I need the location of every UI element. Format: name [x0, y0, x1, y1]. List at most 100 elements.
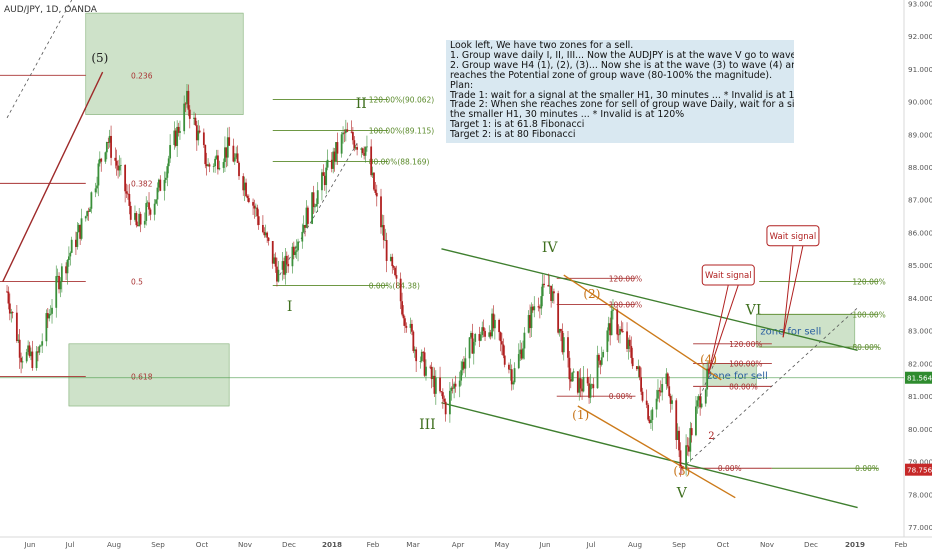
candle-body	[177, 126, 180, 133]
candle-body	[187, 90, 190, 110]
candle-body	[128, 193, 131, 206]
candle-body	[548, 285, 551, 287]
candle-body	[364, 147, 367, 156]
trendline	[6, 0, 73, 119]
candle-body	[508, 364, 510, 370]
price-tag-label: 78.756	[907, 466, 932, 475]
candle-body	[139, 213, 142, 225]
candle-body	[695, 406, 697, 436]
candle-body	[242, 176, 245, 191]
y-tick-label: 89.000	[908, 130, 932, 139]
candle-body	[523, 332, 526, 349]
y-tick-label: 91.000	[908, 65, 932, 74]
candle-body	[277, 269, 280, 282]
candle-body	[10, 312, 13, 314]
x-tick-label: Sep	[672, 540, 686, 549]
fib-level-label: 0.00%	[718, 464, 742, 473]
candle-body	[582, 377, 585, 392]
x-tick-label: May	[495, 540, 511, 549]
candle-body	[630, 345, 633, 358]
candle-body	[18, 339, 21, 358]
candle-body	[579, 378, 582, 389]
candle-body	[48, 314, 51, 319]
candle-body	[294, 251, 297, 255]
y-tick-label: 80.000	[908, 425, 932, 434]
trendline	[441, 402, 858, 509]
candle-body	[616, 309, 619, 335]
candle-body	[149, 209, 152, 215]
candle-body	[38, 346, 41, 353]
wave-label: VI	[745, 302, 762, 318]
candle-body	[645, 400, 648, 405]
candle-body	[405, 325, 408, 328]
candle-body	[254, 207, 257, 209]
candle-body	[479, 334, 482, 341]
candle-body	[218, 167, 221, 170]
candle-body	[69, 252, 72, 257]
candle-body	[626, 331, 628, 349]
candle-body	[25, 352, 28, 362]
trendline	[441, 248, 858, 352]
candle-body	[169, 145, 172, 159]
candle-body	[263, 232, 266, 236]
x-tick-label: Dec	[804, 540, 818, 549]
candle-body	[700, 403, 703, 408]
candle-body	[39, 345, 42, 347]
candle-body	[432, 375, 434, 380]
candle-body	[70, 239, 73, 253]
candle-body	[686, 445, 689, 447]
note-line: Trade 2: When she reaches zone for sell …	[450, 99, 794, 111]
candle-body	[658, 390, 661, 392]
candle-body	[598, 354, 600, 361]
x-tick-label: Oct	[717, 540, 730, 549]
candle-body	[305, 207, 308, 228]
candle-body	[49, 313, 52, 315]
candle-body	[321, 172, 323, 191]
candle-body	[373, 172, 375, 190]
candle-body	[576, 371, 579, 393]
wave-label: III	[419, 417, 436, 433]
candle-body	[37, 351, 39, 353]
candle-body	[115, 160, 118, 166]
candle-body	[609, 323, 612, 336]
candle-body	[155, 199, 157, 204]
candle-body	[164, 177, 167, 180]
candle-body	[562, 337, 565, 353]
candle-body	[193, 117, 195, 119]
candle-body	[519, 349, 522, 355]
candle-body	[186, 90, 188, 104]
candle-body	[433, 375, 436, 394]
candle-body	[538, 307, 541, 309]
candle-body	[153, 203, 156, 215]
candle-body	[138, 213, 141, 227]
candle-body	[540, 296, 543, 309]
candle-body	[389, 256, 392, 261]
candle-body	[145, 203, 148, 221]
candle-body	[363, 153, 366, 156]
fib-level-label: 100.00%	[609, 301, 642, 310]
candle-body	[8, 303, 11, 314]
candle-body	[65, 266, 67, 274]
y-tick-label: 84.000	[908, 294, 932, 303]
candle-body	[110, 135, 112, 158]
candle-body	[232, 145, 235, 162]
candle-body	[156, 187, 159, 200]
candle-body	[336, 142, 339, 154]
candle-body	[439, 377, 441, 392]
candle-body	[262, 224, 264, 233]
callout-box	[766, 225, 820, 247]
candle-body	[332, 151, 335, 169]
candle-body	[685, 445, 687, 469]
x-tick-label: Dec	[282, 540, 296, 549]
candle-body	[537, 306, 540, 308]
candle-body	[7, 291, 10, 304]
candle-body	[243, 182, 246, 191]
candle-body	[17, 339, 20, 342]
candle-body	[198, 130, 201, 133]
candle-body	[56, 275, 59, 277]
fib-level-label: 80.00%	[729, 382, 758, 391]
wave-label: (2)	[583, 287, 600, 301]
candle-body	[671, 400, 673, 404]
candle-body	[89, 208, 91, 212]
